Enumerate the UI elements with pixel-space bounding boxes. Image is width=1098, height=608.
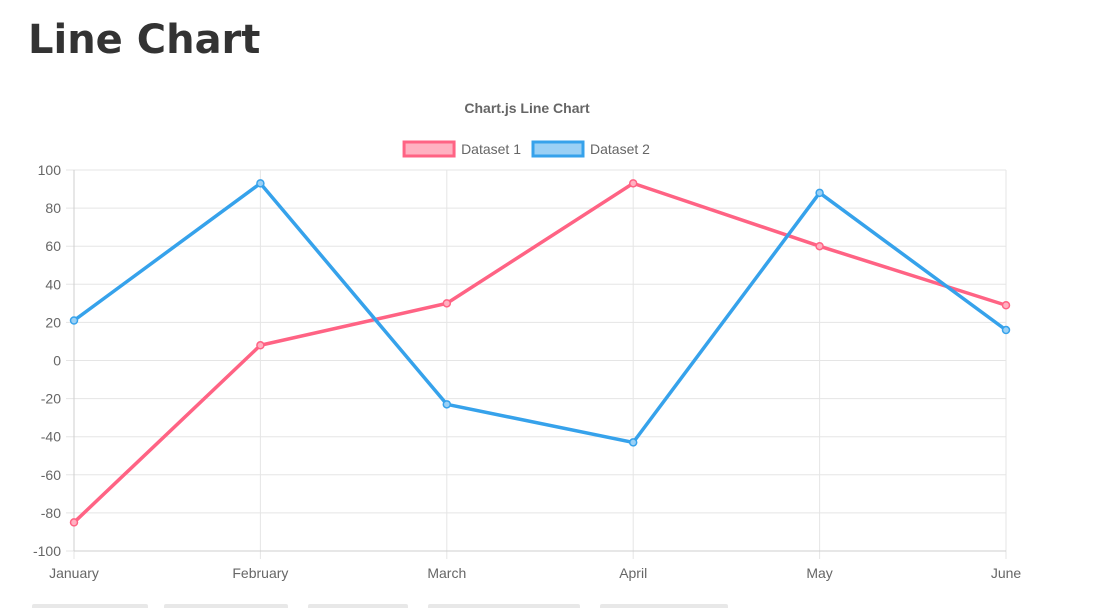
data-point — [442, 400, 452, 409]
data-point — [628, 438, 638, 447]
y-tick-label: 40 — [45, 276, 61, 292]
data-point — [628, 179, 638, 188]
data-point — [256, 341, 265, 350]
legend-label: Dataset 1 — [461, 141, 521, 157]
legend-swatch — [402, 140, 456, 158]
chart-series — [72, 180, 1008, 524]
y-tick-label: -20 — [41, 391, 61, 407]
data-point — [815, 241, 824, 251]
data-point — [815, 188, 824, 198]
chart-title: Chart.js Line Chart — [464, 100, 590, 116]
legend-item-2[interactable]: Dataset 2 — [531, 140, 650, 158]
chart-axes: 100 80 60 40 20 0 -20 -40 -60 -80 -100 January Febru… — [33, 162, 1021, 581]
data-point — [442, 299, 452, 308]
data-point — [69, 316, 79, 325]
y-tick-label: -60 — [41, 467, 61, 483]
data-point — [69, 518, 79, 527]
data-point — [1001, 325, 1011, 335]
y-tick-label: -100 — [33, 543, 61, 559]
legend-swatch — [531, 140, 585, 158]
y-tick-label: -80 — [41, 505, 61, 521]
x-tick-label: January — [49, 565, 99, 581]
x-tick-label: March — [427, 565, 466, 581]
y-tick-label: 20 — [45, 314, 61, 330]
data-point — [1001, 301, 1011, 310]
series-line-1 — [72, 181, 1007, 524]
bottom-strip — [164, 604, 288, 608]
page-title: Line Chart — [28, 17, 261, 63]
bottom-strip — [308, 604, 408, 608]
legend-label: Dataset 2 — [590, 141, 650, 157]
y-tick-label: -40 — [41, 429, 61, 445]
chart-points — [69, 179, 1011, 527]
y-tick-label: 80 — [45, 200, 61, 216]
x-tick-label: June — [991, 565, 1022, 581]
y-tick-label: 0 — [53, 353, 61, 369]
y-tick-label: 100 — [38, 162, 62, 178]
y-tick-label: 60 — [45, 238, 61, 254]
data-point — [256, 179, 265, 188]
x-tick-label: May — [806, 565, 832, 581]
bottom-strip — [428, 604, 580, 608]
bottom-strip — [600, 604, 728, 608]
bottom-strip — [32, 604, 148, 608]
chart-legend[interactable]: Dataset 1 Dataset 2 — [402, 140, 650, 158]
x-tick-label: February — [232, 565, 288, 581]
legend-item-1[interactable]: Dataset 1 — [402, 140, 521, 158]
x-tick-label: April — [619, 565, 647, 581]
series-line-2 — [72, 180, 1008, 445]
